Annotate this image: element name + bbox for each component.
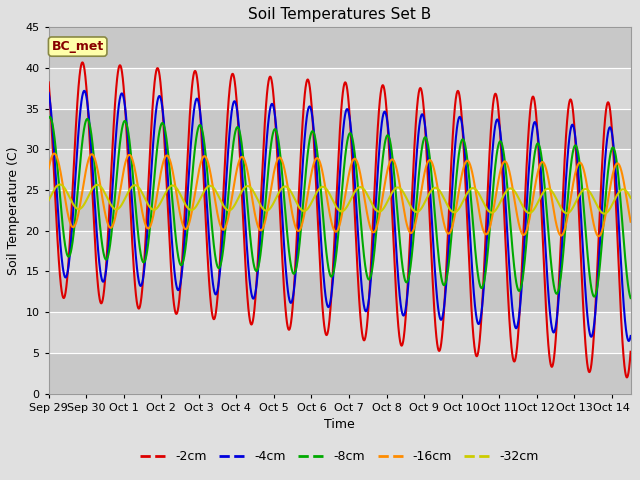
Y-axis label: Soil Temperature (C): Soil Temperature (C) <box>7 146 20 275</box>
Text: BC_met: BC_met <box>52 40 104 53</box>
X-axis label: Time: Time <box>324 418 355 431</box>
Legend: -2cm, -4cm, -8cm, -16cm, -32cm: -2cm, -4cm, -8cm, -16cm, -32cm <box>136 445 544 468</box>
Bar <box>49 149 630 190</box>
Title: Soil Temperatures Set B: Soil Temperatures Set B <box>248 7 431 22</box>
Bar <box>49 272 630 312</box>
Bar <box>49 190 630 231</box>
Bar <box>49 353 630 394</box>
Bar <box>49 231 630 272</box>
Bar <box>49 108 630 149</box>
Bar <box>49 312 630 353</box>
Bar <box>49 68 630 108</box>
Bar <box>49 27 630 68</box>
